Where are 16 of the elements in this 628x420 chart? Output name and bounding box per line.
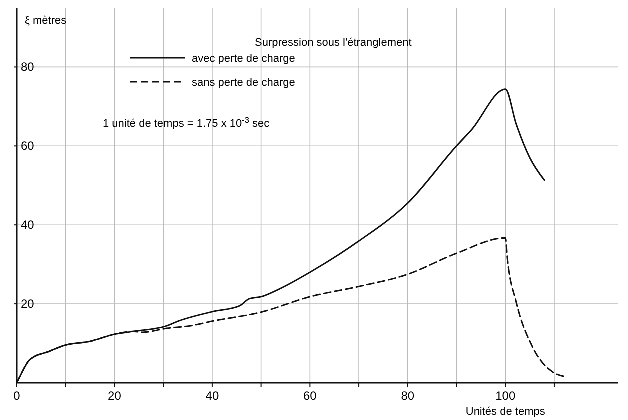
text: Surpression sous l'étranglement xyxy=(255,37,412,49)
y-axis-title: ξ mètres xyxy=(25,15,68,27)
x-tick-label: 100 xyxy=(496,389,516,403)
annotation: 1 unité de temps = 1.75 x 10$^{-3}$ sec xyxy=(103,116,270,130)
x-axis-title: Unités de temps xyxy=(466,406,546,418)
x-tick-label: 80 xyxy=(401,389,415,403)
legend-label: avec perte de charge xyxy=(192,53,296,65)
x-tick-label: 40 xyxy=(206,389,220,403)
legend-label: sans perte de charge xyxy=(192,77,296,89)
x-tick-label: 0 xyxy=(14,389,21,403)
x-tick-label: 20 xyxy=(108,389,122,403)
y-tick-label: 40 xyxy=(21,218,35,232)
y-tick-label: 60 xyxy=(21,139,35,154)
y-tick-label: 80 xyxy=(21,60,35,74)
x-tick-label: 60 xyxy=(303,389,318,403)
y-tick-label: 20 xyxy=(21,297,35,312)
